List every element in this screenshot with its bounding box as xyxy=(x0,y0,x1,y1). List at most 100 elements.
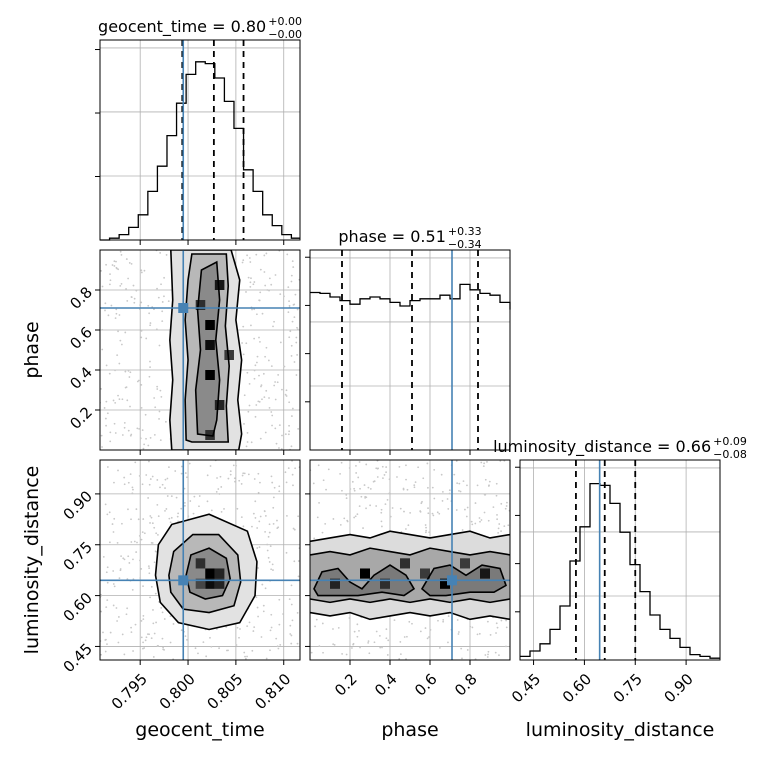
sample-point xyxy=(322,479,325,482)
sample-point xyxy=(108,511,111,514)
sample-point xyxy=(238,479,241,482)
y-tick-label: 0.8 xyxy=(66,283,96,313)
sample-point xyxy=(341,653,343,655)
sample-point xyxy=(403,636,406,638)
sample-point xyxy=(253,369,256,372)
sample-point xyxy=(128,562,131,564)
sample-point xyxy=(129,371,132,374)
sample-point xyxy=(142,614,145,617)
sample-point xyxy=(164,420,167,423)
sample-point xyxy=(236,626,239,629)
sample-point xyxy=(158,344,161,347)
sample-point xyxy=(153,433,156,436)
sample-point xyxy=(249,285,252,288)
sample-point xyxy=(149,324,152,327)
sample-point xyxy=(160,283,162,286)
sample-point xyxy=(174,470,177,472)
sample-point xyxy=(120,555,122,557)
sample-point xyxy=(268,531,271,534)
sample-point xyxy=(284,393,287,396)
sample-point xyxy=(101,348,104,351)
sample-point xyxy=(263,510,266,512)
sample-point xyxy=(138,428,141,430)
sample-point xyxy=(290,584,293,587)
density-cell xyxy=(214,578,225,589)
sample-point xyxy=(322,651,324,654)
sample-point xyxy=(169,641,172,644)
sample-point xyxy=(284,471,287,474)
sample-point xyxy=(104,417,107,420)
sample-point xyxy=(365,463,368,466)
sample-point xyxy=(115,308,118,311)
sample-point xyxy=(464,508,466,511)
sample-point xyxy=(210,645,213,648)
sample-point xyxy=(145,337,148,340)
sample-point xyxy=(438,512,441,515)
sample-point xyxy=(272,506,275,509)
sample-point xyxy=(500,530,502,533)
sample-point xyxy=(489,633,492,636)
sample-point xyxy=(184,635,187,638)
sample-point xyxy=(125,613,128,616)
sample-point xyxy=(259,291,262,294)
sample-point xyxy=(125,386,128,388)
sample-point xyxy=(150,585,153,588)
sample-point xyxy=(149,322,152,324)
sample-point xyxy=(278,490,281,493)
sample-point xyxy=(220,510,223,513)
sample-point xyxy=(424,524,427,526)
y-tick-label: 0.90 xyxy=(60,487,96,523)
sample-point xyxy=(288,598,291,601)
sample-point xyxy=(155,621,157,624)
sample-point xyxy=(272,496,275,499)
x-tick-label: 0.4 xyxy=(371,670,401,700)
sample-point xyxy=(121,434,124,436)
sample-point xyxy=(246,431,249,434)
sample-point xyxy=(480,519,483,521)
sample-point xyxy=(295,341,298,344)
sample-point xyxy=(142,618,145,621)
sample-point xyxy=(180,507,183,510)
sample-point xyxy=(385,628,388,631)
sample-point xyxy=(109,431,112,434)
sample-point xyxy=(115,266,118,269)
sample-point xyxy=(295,374,298,376)
sample-point xyxy=(419,510,422,512)
sample-point xyxy=(285,551,288,554)
sample-point xyxy=(148,483,151,486)
sample-point xyxy=(155,532,158,535)
sample-point xyxy=(293,528,296,531)
title-geocent_time: geocent_time = 0.80 +0.00−0.00 xyxy=(98,15,302,41)
sample-point xyxy=(127,481,130,484)
sample-point xyxy=(393,619,396,622)
sample-point xyxy=(153,632,156,635)
sample-point xyxy=(184,472,187,474)
sample-point xyxy=(247,410,250,413)
sample-point xyxy=(324,522,327,525)
sample-point xyxy=(128,262,131,264)
sample-point xyxy=(274,427,277,430)
sample-point xyxy=(143,269,146,272)
title-lower-error: −0.34 xyxy=(448,238,482,251)
sample-point xyxy=(238,636,240,639)
sample-point xyxy=(156,287,158,290)
sample-point xyxy=(316,516,319,519)
sample-point xyxy=(145,474,148,476)
contour-line xyxy=(310,611,510,621)
sample-point xyxy=(486,461,488,463)
sample-point xyxy=(240,516,243,519)
sample-point xyxy=(100,653,102,656)
sample-point xyxy=(106,466,109,468)
sample-point xyxy=(135,289,138,292)
sample-point xyxy=(348,617,351,619)
sample-point xyxy=(100,387,102,390)
sample-point xyxy=(424,627,427,629)
title-phase: phase = 0.51 +0.33−0.34 xyxy=(338,225,481,251)
x-tick-label: 0.800 xyxy=(156,670,199,713)
sample-point xyxy=(453,473,456,476)
sample-point xyxy=(249,281,252,284)
sample-point xyxy=(294,467,297,470)
sample-point xyxy=(188,462,191,465)
sample-point xyxy=(259,437,262,440)
sample-point xyxy=(293,316,296,319)
